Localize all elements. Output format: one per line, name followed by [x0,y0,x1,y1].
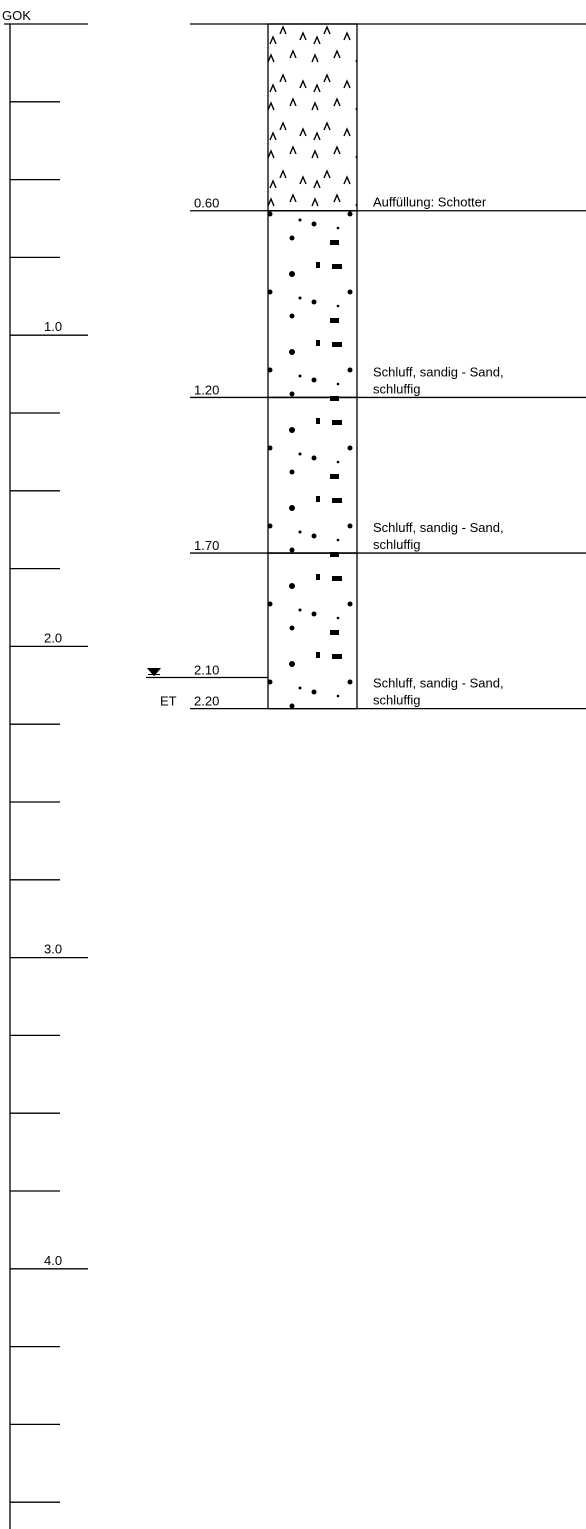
scale-label: GOK [2,8,31,23]
diagram: GOK 1.0 2.0 3.0 4.0 0.60 Auffüllung: Schotter 1… [2,8,586,1529]
layer-fill [267,552,358,710]
layer-fill [267,396,358,554]
layer-depth: 1.20 [194,382,219,397]
water-symbol [146,668,162,677]
layer-description: schluffig [373,381,420,396]
layer-description: Schluff, sandig - Sand, [373,520,504,535]
scale-label: 3.0 [44,942,62,957]
layer-description: schluffig [373,693,420,708]
end-label: ET [160,694,177,709]
layer-description: Schluff, sandig - Sand, [373,676,504,691]
layer-fill [267,23,358,212]
layer-depth: 0.60 [194,196,219,211]
layer-depth: 1.70 [194,538,219,553]
water-depth: 2.10 [194,663,219,678]
layer-description: schluffig [373,537,420,552]
layer-description: Auffüllung: Schotter [373,195,487,210]
layer-fill [267,210,358,399]
layer-description: Schluff, sandig - Sand, [373,364,504,379]
scale-label: 4.0 [44,1253,62,1268]
scale-label: 1.0 [44,319,62,334]
scale-label: 2.0 [44,630,62,645]
layer-depth: 2.20 [194,694,219,709]
